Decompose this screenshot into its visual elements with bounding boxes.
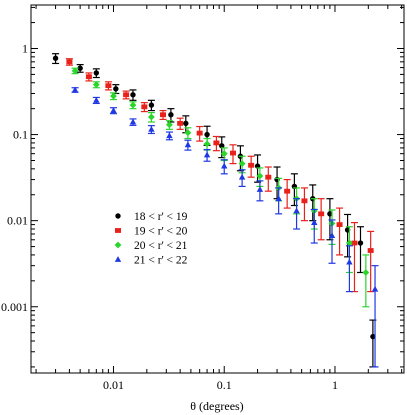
data-point	[371, 285, 379, 292]
axis-ticks	[31, 5, 404, 373]
data-point	[92, 81, 100, 89]
data-point	[346, 258, 353, 265]
data-point	[256, 172, 264, 180]
legend-marker	[115, 213, 121, 219]
data-point	[362, 269, 370, 276]
x-tick-label: 0.01	[103, 378, 124, 392]
data-point	[203, 151, 211, 158]
series-1	[52, 53, 377, 368]
x-tick-label: 1	[332, 378, 338, 392]
data-point	[168, 112, 174, 118]
series-3	[71, 67, 370, 308]
data-point	[196, 130, 203, 136]
data-point	[293, 207, 300, 214]
data-point	[357, 240, 364, 246]
data-point	[123, 92, 130, 98]
legend-label: 18 < r' < 19	[134, 211, 188, 223]
data-point	[219, 143, 225, 149]
data-point	[130, 92, 136, 98]
data-point	[220, 150, 228, 158]
data-point	[213, 140, 220, 146]
data-point	[256, 186, 264, 192]
data-point	[148, 125, 155, 132]
data-point	[336, 222, 343, 228]
data-point	[229, 150, 236, 156]
x-tick-label: 0.1	[217, 378, 232, 392]
legend-marker	[114, 256, 122, 262]
data-point	[141, 104, 148, 110]
data-point	[327, 211, 333, 217]
data-point	[71, 86, 79, 93]
data-point	[275, 195, 282, 202]
data-point	[113, 86, 119, 92]
data-point	[346, 239, 353, 247]
data-point	[93, 96, 100, 103]
data-point	[328, 232, 336, 239]
legend-marker	[114, 241, 122, 249]
data-point	[204, 131, 210, 138]
data-point	[129, 118, 137, 125]
data-point	[85, 74, 92, 80]
data-point	[221, 162, 228, 169]
data-point	[370, 333, 376, 340]
data-point	[248, 162, 255, 168]
data-point	[52, 55, 59, 61]
data-point	[238, 173, 246, 180]
data-point	[265, 174, 272, 180]
legend-label: 21 < r' < 22	[134, 255, 188, 267]
legend-marker	[115, 228, 121, 233]
data-point	[110, 107, 117, 113]
plot-frame	[30, 4, 405, 374]
series-4	[71, 86, 379, 368]
y-tick-label: 0.01	[7, 214, 28, 228]
data-point	[148, 102, 155, 108]
data-point	[367, 248, 374, 253]
data-point	[166, 121, 173, 129]
data-point	[351, 240, 358, 246]
data-point	[148, 113, 155, 121]
data-point	[93, 70, 100, 76]
y-tick-label: 0.1	[13, 128, 28, 142]
data-point	[177, 120, 184, 126]
data-point	[183, 120, 189, 127]
data-point	[66, 59, 73, 65]
data-point	[318, 211, 325, 217]
legend: 18 < r' < 19 19 < r' < 20 20 < r' < 21 21 <…	[114, 211, 188, 267]
legend-label: 19 < r' < 20	[134, 226, 188, 238]
data-point	[71, 67, 79, 75]
data-point	[77, 65, 83, 71]
x-axis-title: θ (degrees)	[190, 399, 243, 413]
axis-tick-labels: 0.01 0.1 1 1 0.1 0.01 0.001	[1, 41, 338, 392]
data-point	[129, 101, 137, 109]
data-point	[203, 140, 211, 148]
data-point	[160, 112, 167, 118]
data-point	[110, 92, 117, 100]
data-point	[105, 83, 112, 89]
y-tick-label: 1	[22, 41, 28, 55]
legend-label: 20 < r' < 21	[134, 240, 188, 252]
data-point	[311, 219, 318, 225]
data-point	[301, 198, 308, 204]
data-point	[184, 129, 192, 137]
data-point	[184, 141, 192, 148]
data-point	[284, 188, 291, 194]
data-point	[166, 132, 173, 139]
y-tick-label: 0.001	[1, 300, 28, 314]
series-2	[65, 58, 375, 293]
data-point	[238, 160, 246, 168]
plot-area	[52, 53, 379, 368]
